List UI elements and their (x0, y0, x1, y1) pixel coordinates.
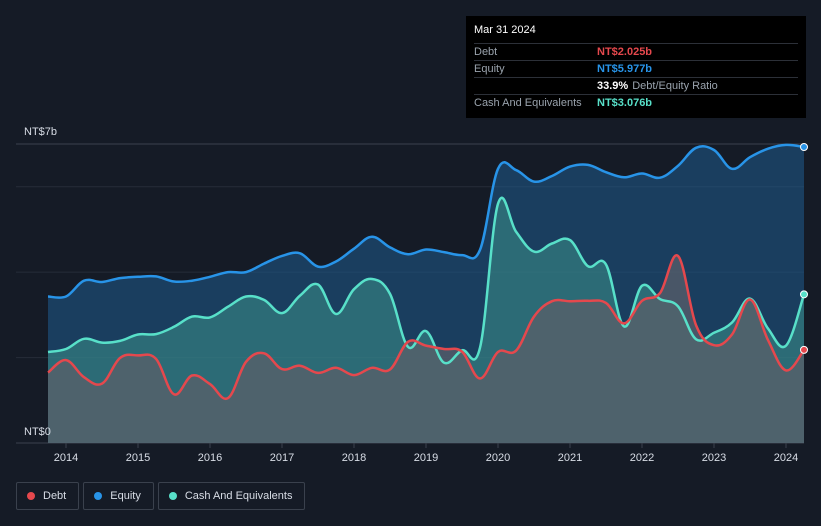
x-tick-label: 2018 (342, 452, 366, 464)
x-tick-label: 2014 (54, 452, 78, 464)
tooltip-row-ratio: 33.9% Debt/Equity Ratio (474, 77, 798, 94)
tooltip-date: Mar 31 2024 (474, 24, 536, 36)
legend-label-equity: Equity (110, 490, 141, 502)
endpoint-cash (800, 290, 808, 299)
tooltip-cash-value: NT$3.076b (597, 97, 653, 109)
series-endpoints (800, 142, 808, 354)
tooltip-row-debt: Debt NT$2.025b (474, 43, 798, 60)
tooltip-row-equity: Equity NT$5.977b (474, 60, 798, 77)
series-lines (47, 143, 806, 401)
tooltip-debt-value: NT$2.025b (597, 46, 653, 58)
legend-dot-debt (27, 492, 35, 500)
legend-item-cash[interactable]: Cash And Equivalents (157, 482, 306, 510)
y-axis-label-top: NT$7b (24, 126, 57, 138)
tooltip-row-cash: Cash And Equivalents NT$3.076b (474, 94, 798, 111)
y-axis-label-bottom: NT$0 (24, 426, 51, 438)
tooltip-equity-label: Equity (474, 63, 505, 75)
chart-legend: Debt Equity Cash And Equivalents (16, 482, 309, 510)
tooltip-equity-value: NT$5.977b (597, 63, 653, 75)
endpoint-equity (800, 142, 808, 151)
data-tooltip: Mar 31 2024 Debt NT$2.025b Equity NT$5.9… (466, 16, 806, 118)
legend-item-equity[interactable]: Equity (83, 482, 154, 510)
x-tick-label: 2021 (558, 452, 582, 464)
line-cash (47, 196, 806, 365)
x-tick-label: 2017 (270, 452, 294, 464)
x-tick-label: 2020 (486, 452, 510, 464)
legend-label-cash: Cash And Equivalents (184, 490, 293, 502)
legend-dot-equity (94, 492, 103, 500)
tooltip-ratio-value: 33.9% (597, 80, 629, 92)
endpoint-debt (800, 345, 808, 354)
legend-label-debt: Debt (43, 490, 67, 502)
x-tick-label: 2016 (198, 452, 222, 464)
tooltip-cash-label: Cash And Equivalents (474, 97, 582, 109)
x-tick-label: 2023 (702, 452, 726, 464)
x-tick-label: 2019 (414, 452, 438, 464)
x-tick-label: 2022 (630, 452, 654, 464)
tooltip-ratio-label: Debt/Equity Ratio (632, 80, 718, 92)
x-tick-label: 2024 (774, 452, 798, 464)
area-debt (48, 255, 804, 443)
x-axis-ticks: 2014 2015 2016 2017 2018 2019 2020 2021 2022 2023… (54, 443, 798, 464)
x-tick-label: 2015 (126, 452, 150, 464)
line-equity (47, 143, 805, 299)
legend-item-debt[interactable]: Debt (16, 482, 80, 510)
line-debt (47, 254, 806, 401)
tooltip-debt-label: Debt (474, 46, 498, 58)
legend-dot-cash (168, 492, 177, 500)
series-areas (48, 144, 804, 443)
